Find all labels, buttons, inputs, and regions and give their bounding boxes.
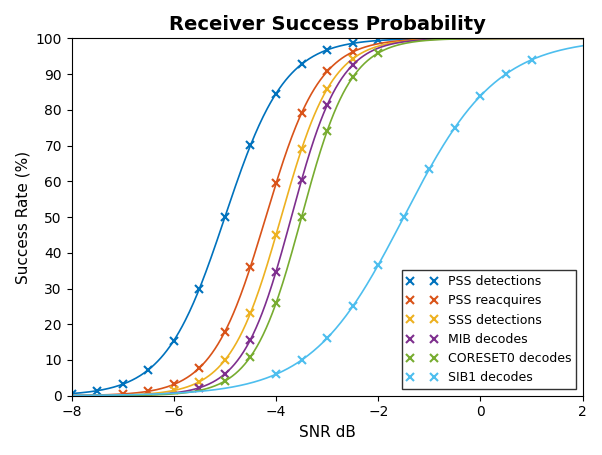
SIB1 decodes xyxy=(273,372,280,377)
PSS detections xyxy=(144,367,152,373)
PSS reacquires xyxy=(349,49,356,55)
MIB decodes xyxy=(247,337,254,342)
Y-axis label: Success Rate (%): Success Rate (%) xyxy=(15,151,30,283)
MIB decodes xyxy=(323,102,330,108)
Line: PSS reacquires: PSS reacquires xyxy=(119,48,357,398)
SIB1 decodes xyxy=(349,304,356,309)
SIB1 decodes xyxy=(452,125,459,130)
SSS detections xyxy=(222,357,229,363)
PSS reacquires xyxy=(222,329,229,334)
SIB1 decodes xyxy=(374,262,382,268)
PSS detections xyxy=(93,388,101,394)
Title: Receiver Success Probability: Receiver Success Probability xyxy=(169,15,486,34)
SIB1 decodes xyxy=(298,357,305,363)
Line: PSS detections: PSS detections xyxy=(67,36,382,398)
CORESET0 decodes xyxy=(349,75,356,80)
SSS detections xyxy=(196,379,203,384)
PSS detections xyxy=(323,47,330,53)
Line: SIB1 decodes: SIB1 decodes xyxy=(272,56,536,379)
Legend: PSS detections, PSS reacquires, SSS detections, MIB decodes, CORESET0 decodes, S: PSS detections, PSS reacquires, SSS dete… xyxy=(402,270,576,389)
PSS detections xyxy=(170,338,178,343)
PSS detections xyxy=(247,142,254,148)
Line: MIB decodes: MIB decodes xyxy=(195,61,357,392)
PSS detections xyxy=(119,381,126,387)
SSS detections xyxy=(298,147,305,152)
SIB1 decodes xyxy=(426,167,433,172)
CORESET0 decodes xyxy=(323,128,330,134)
CORESET0 decodes xyxy=(273,300,280,306)
MIB decodes xyxy=(349,62,356,68)
CORESET0 decodes xyxy=(247,354,254,359)
PSS detections xyxy=(349,40,356,46)
PSS reacquires xyxy=(273,181,280,186)
SSS detections xyxy=(323,86,330,92)
PSS detections xyxy=(196,286,203,292)
PSS reacquires xyxy=(170,382,178,387)
PSS reacquires xyxy=(144,389,152,394)
PSS reacquires xyxy=(196,365,203,370)
SSS detections xyxy=(273,232,280,238)
X-axis label: SNR dB: SNR dB xyxy=(299,425,356,440)
CORESET0 decodes xyxy=(222,378,229,384)
PSS detections xyxy=(68,391,75,396)
PSS detections xyxy=(273,91,280,96)
PSS reacquires xyxy=(323,69,330,74)
CORESET0 decodes xyxy=(374,51,382,56)
CORESET0 decodes xyxy=(298,214,305,220)
SIB1 decodes xyxy=(477,93,484,99)
SSS detections xyxy=(247,310,254,316)
Line: SSS detections: SSS detections xyxy=(170,55,357,394)
PSS detections xyxy=(222,214,229,220)
SIB1 decodes xyxy=(323,335,330,341)
MIB decodes xyxy=(273,269,280,274)
SSS detections xyxy=(349,56,356,61)
PSS reacquires xyxy=(119,391,126,397)
MIB decodes xyxy=(298,177,305,183)
MIB decodes xyxy=(196,385,203,390)
SSS detections xyxy=(170,388,178,393)
PSS detections xyxy=(374,38,382,43)
PSS detections xyxy=(298,61,305,67)
SIB1 decodes xyxy=(502,71,509,77)
SIB1 decodes xyxy=(528,57,535,62)
Line: CORESET0 decodes: CORESET0 decodes xyxy=(221,49,382,385)
PSS reacquires xyxy=(247,264,254,269)
PSS reacquires xyxy=(298,111,305,116)
SIB1 decodes xyxy=(400,214,408,220)
MIB decodes xyxy=(222,371,229,377)
